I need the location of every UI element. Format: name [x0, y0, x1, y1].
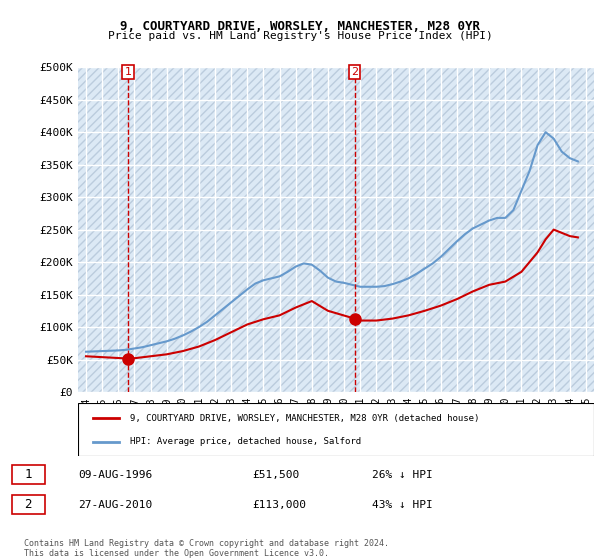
FancyBboxPatch shape	[12, 496, 45, 514]
Text: £51,500: £51,500	[252, 470, 299, 480]
Text: 1: 1	[124, 67, 131, 77]
Text: 2: 2	[351, 67, 358, 77]
Text: 27-AUG-2010: 27-AUG-2010	[78, 500, 152, 510]
Text: £113,000: £113,000	[252, 500, 306, 510]
Text: 09-AUG-1996: 09-AUG-1996	[78, 470, 152, 480]
Text: 2: 2	[25, 498, 32, 511]
Text: Contains HM Land Registry data © Crown copyright and database right 2024.
This d: Contains HM Land Registry data © Crown c…	[24, 539, 389, 558]
FancyBboxPatch shape	[78, 403, 594, 456]
Text: 9, COURTYARD DRIVE, WORSLEY, MANCHESTER, M28 0YR (detached house): 9, COURTYARD DRIVE, WORSLEY, MANCHESTER,…	[130, 414, 479, 423]
Text: Price paid vs. HM Land Registry's House Price Index (HPI): Price paid vs. HM Land Registry's House …	[107, 31, 493, 41]
FancyBboxPatch shape	[12, 465, 45, 484]
Text: 9, COURTYARD DRIVE, WORSLEY, MANCHESTER, M28 0YR: 9, COURTYARD DRIVE, WORSLEY, MANCHESTER,…	[120, 20, 480, 32]
Text: 1: 1	[25, 468, 32, 481]
Text: HPI: Average price, detached house, Salford: HPI: Average price, detached house, Salf…	[130, 437, 361, 446]
Text: 43% ↓ HPI: 43% ↓ HPI	[372, 500, 433, 510]
Text: 26% ↓ HPI: 26% ↓ HPI	[372, 470, 433, 480]
